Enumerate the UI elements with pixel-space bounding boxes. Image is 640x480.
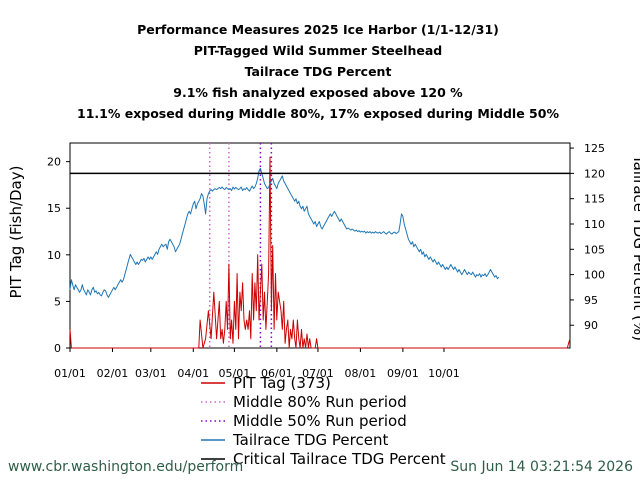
footer-timestamp: Sun Jun 14 03:21:54 2026 bbox=[450, 459, 633, 475]
series-layer bbox=[69, 156, 571, 349]
y-right-tick-label: 100 bbox=[584, 269, 605, 282]
y-right-tick-label: 125 bbox=[584, 142, 605, 155]
y-left-tick-label: 20 bbox=[47, 156, 61, 169]
y-axis-left-label: PIT Tag (Fish/Day) bbox=[7, 166, 25, 299]
chart-title: Performance Measures 2025 Ice Harbor (1/… bbox=[77, 22, 559, 121]
legend-label: Critical Tailrace TDG Percent bbox=[233, 450, 446, 468]
x-tick-label: 02/01 bbox=[97, 367, 129, 380]
x-tick-label: 09/01 bbox=[387, 367, 419, 380]
legend-label: Middle 50% Run period bbox=[233, 412, 407, 430]
y-right-tick-label: 90 bbox=[584, 319, 598, 332]
legend-label: Middle 80% Run period bbox=[233, 393, 407, 411]
title-line-3: Tailrace TDG Percent bbox=[245, 64, 392, 79]
y-axis-left-ticks: 0 5 10 15 20 bbox=[47, 156, 70, 355]
x-tick-label: 08/01 bbox=[345, 367, 377, 380]
y-right-tick-label: 105 bbox=[584, 243, 605, 256]
footer-url[interactable]: www.cbr.washington.edu/perform bbox=[8, 459, 243, 475]
title-line-5: 11.1% exposed during Middle 80%, 17% exp… bbox=[77, 106, 559, 121]
y-axis-right-label: Tailrace TDG Percent (%) bbox=[630, 154, 640, 341]
title-line-1: Performance Measures 2025 Ice Harbor (1/… bbox=[137, 22, 499, 37]
pit-tag-series-line bbox=[69, 156, 571, 349]
x-tick-label: 03/01 bbox=[135, 367, 167, 380]
legend-label: Tailrace TDG Percent bbox=[232, 431, 388, 449]
x-tick-label: 10/01 bbox=[428, 367, 460, 380]
title-line-4: 9.1% fish analyzed exposed above 120 % bbox=[173, 85, 463, 100]
y-right-tick-label: 95 bbox=[584, 294, 598, 307]
x-tick-label: 05/01 bbox=[219, 367, 251, 380]
x-tick-label: 04/01 bbox=[177, 367, 209, 380]
y-right-tick-label: 120 bbox=[584, 167, 605, 180]
y-axis-right-ticks: 90 95 100 105 110 115 120 125 bbox=[570, 142, 605, 332]
y-left-tick-label: 10 bbox=[47, 249, 61, 262]
y-right-tick-label: 115 bbox=[584, 193, 605, 206]
y-right-tick-label: 110 bbox=[584, 218, 605, 231]
legend: PIT Tag (373)Middle 80% Run periodMiddle… bbox=[201, 374, 446, 468]
y-left-tick-label: 15 bbox=[47, 202, 61, 215]
tdg-percent-series-line bbox=[69, 167, 500, 298]
title-line-2: PIT-Tagged Wild Summer Steelhead bbox=[194, 43, 442, 58]
x-axis-ticks: 01/01 02/01 03/01 04/01 05/01 06/01 07/01 08/01… bbox=[54, 348, 460, 380]
x-tick-label: 07/01 bbox=[302, 367, 334, 380]
x-tick-label: 06/01 bbox=[261, 367, 293, 380]
y-left-tick-label: 5 bbox=[54, 295, 61, 308]
x-tick-label: 01/01 bbox=[54, 367, 86, 380]
legend-label: PIT Tag (373) bbox=[233, 374, 331, 392]
y-left-tick-label: 0 bbox=[54, 342, 61, 355]
